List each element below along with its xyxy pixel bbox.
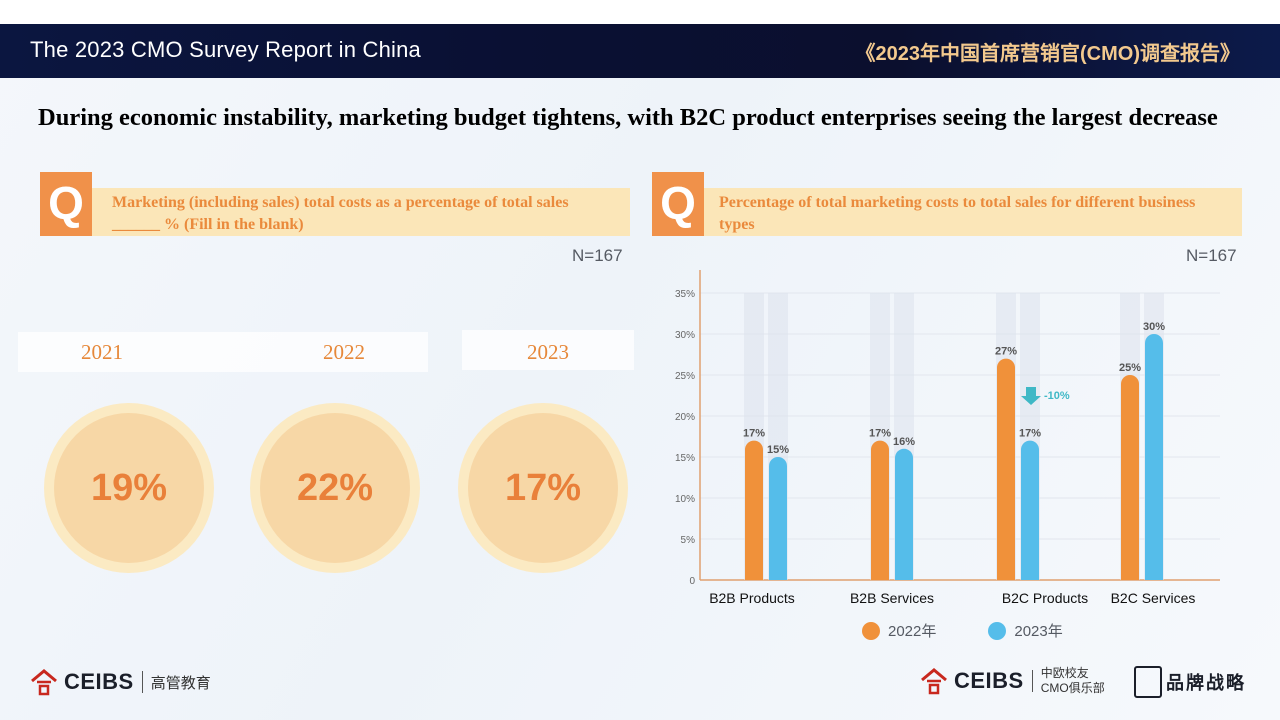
bar-b2c-products-0 — [997, 358, 1015, 580]
bar-value-label: 17% — [869, 428, 891, 440]
circle-2023: 17% — [458, 403, 628, 573]
legend-swatch-2022 — [862, 621, 880, 640]
bar-value-label: 15% — [767, 444, 789, 456]
annotation-arrow: -10% — [1021, 387, 1070, 405]
value-2023: 17% — [468, 413, 618, 563]
down-arrow-icon — [1021, 387, 1041, 405]
legend-swatch-2023 — [988, 621, 1007, 640]
exec-edu-label: 高管教育 — [150, 674, 211, 692]
year-label-2023: 2023 — [527, 340, 569, 364]
question-badge: Q — [40, 172, 92, 236]
bar-value-label: 16% — [893, 436, 915, 448]
footer-divider — [1031, 670, 1033, 692]
bar-b2b-products-1 — [769, 457, 787, 580]
left-question-box: Q Marketing (including sales) total cost… — [40, 172, 630, 236]
bar-value-label: 17% — [1019, 428, 1041, 440]
bar-b2c-services-1 — [1145, 334, 1163, 580]
partner-seal-icon — [1134, 666, 1162, 698]
left-question-text: Marketing (including sales) total costs … — [112, 194, 569, 233]
ceibs-logo-icon — [921, 668, 947, 695]
bar-value-label: 17% — [743, 428, 765, 440]
y-tick-label: 15% — [675, 453, 695, 464]
y-tick-label: 35% — [675, 289, 695, 300]
bar-value-label: 30% — [1143, 321, 1165, 333]
annotation-text: -10% — [1044, 390, 1070, 402]
right-question-bg — [704, 188, 1242, 236]
footer-divider — [141, 671, 143, 693]
slide-title: During economic instability, marketing b… — [38, 104, 1218, 131]
y-tick-label: 0 — [689, 576, 695, 587]
circle-2022: 22% — [250, 403, 420, 573]
footer-right-logo: CEIBS 中欧校友 CMO俱乐部 — [920, 666, 1105, 696]
year-label-2021: 2021 — [81, 340, 123, 364]
bar-b2b-products-0 — [745, 440, 763, 580]
bar-b2c-services-0 — [1121, 375, 1139, 580]
year-band-left — [18, 332, 428, 372]
y-tick-label: 25% — [675, 371, 695, 382]
category-label: B2C Services — [1111, 590, 1196, 606]
y-tick-label: 30% — [675, 330, 695, 341]
right-question-text: Percentage of total marketing costs to t… — [719, 194, 1196, 233]
alumni-label: 中欧校友 — [1040, 666, 1089, 680]
year-band-right — [462, 330, 634, 370]
ceibs-wordmark: CEIBS — [64, 669, 134, 694]
value-2021: 19% — [54, 413, 204, 563]
y-tick-label: 20% — [675, 412, 695, 423]
cmo-club-label: 中欧校友 CMO俱乐部 — [1041, 666, 1105, 696]
bar-value-label: 25% — [1119, 362, 1141, 374]
year-label-2022: 2022 — [323, 340, 365, 364]
left-question-bg — [92, 188, 630, 236]
legend-label-2022: 2022年 — [888, 623, 937, 640]
value-2022: 22% — [260, 413, 410, 563]
legend-label-2023: 2023年 — [1014, 623, 1063, 640]
report-title-cn: 《2023年中国首席营销官(CMO)调查报告》 — [855, 43, 1240, 65]
report-title: The 2023 CMO Survey Report in China — [30, 37, 421, 62]
header-banner: The 2023 CMO Survey Report in China 《202… — [0, 24, 1280, 78]
partner-logo: 品牌战略 — [1134, 666, 1246, 698]
brand-strategy-label: 品牌战略 — [1166, 673, 1246, 693]
cmo-club-name: CMO俱乐部 — [1040, 681, 1105, 695]
question-badge: Q — [652, 172, 704, 236]
ceibs-logo-icon — [31, 669, 57, 696]
y-tick-label: 10% — [675, 494, 695, 505]
y-tick-label: 5% — [681, 535, 696, 546]
ceibs-wordmark: CEIBS — [954, 668, 1024, 693]
bar-b2b-services-0 — [871, 440, 889, 580]
bar-b2c-products-1 — [1021, 440, 1039, 580]
bar-value-label: 27% — [995, 346, 1017, 358]
circle-2021: 19% — [44, 403, 214, 573]
category-label: B2B Products — [709, 590, 795, 606]
bar-b2b-services-1 — [895, 448, 913, 580]
top-strip — [0, 0, 1280, 24]
footer-left-logo: CEIBS 高管教育 — [30, 668, 211, 696]
left-n-label: N=167 — [572, 246, 623, 265]
chart-legend: 2022年 2023年 — [862, 620, 1063, 641]
right-question-box: Q Percentage of total marketing costs to… — [652, 172, 1242, 236]
right-n-label: N=167 — [1186, 246, 1237, 265]
category-label: B2B Services — [850, 590, 934, 606]
category-label: B2C Products — [1002, 590, 1088, 606]
